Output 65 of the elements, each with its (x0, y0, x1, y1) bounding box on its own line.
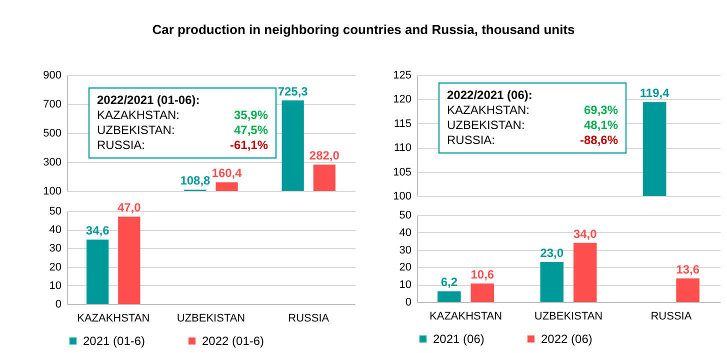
y-tick-label: 500 (43, 128, 62, 140)
y-tick-label: 20 (49, 261, 62, 274)
y-tick-label: 120 (393, 94, 412, 106)
y-tick-label: 300 (43, 156, 62, 168)
y-tick-label: 900 (43, 70, 62, 82)
y-tick-label: 100 (43, 186, 62, 198)
y-tick-label: 0 (55, 298, 62, 310)
x-tick-label: KAZAKHSTAN (430, 310, 502, 322)
y-tick-label: 105 (393, 166, 412, 178)
data-label: 34,6 (86, 224, 110, 238)
annotation: 2022/2021 (06): (447, 88, 532, 102)
annotation: 48,1% (584, 118, 618, 132)
annotation: 47,5% (234, 123, 268, 137)
legend-label: 2021 (01-6) (83, 334, 146, 348)
y-tick-label: 50 (49, 206, 62, 218)
annotation: 2022/2021 (01-06): (97, 93, 200, 107)
x-tick-label: UZBEKISTAN (176, 312, 246, 324)
y-tick-label: 115 (394, 118, 412, 130)
chart-title: Car production in neighboring countries and Russia, thousand units (151, 22, 576, 37)
x-tick-label: RUSSIA (650, 310, 692, 322)
y-tick-label: 40 (399, 226, 412, 239)
data-label: 23,0 (540, 246, 564, 260)
bar (438, 291, 461, 302)
x-tick-label: KAZAKHSTAN (77, 312, 150, 324)
data-label: 6,2 (440, 275, 458, 290)
data-label: 108,8 (180, 174, 211, 188)
annotation: RUSSIA: (447, 133, 496, 147)
data-label: 47,0 (117, 200, 142, 215)
annotation: 35,9% (234, 108, 268, 122)
bar (540, 262, 564, 302)
y-tick-label: 30 (399, 244, 412, 256)
data-label: 725,3 (278, 84, 308, 98)
y-tick-label: 20 (399, 262, 412, 274)
bar (573, 242, 597, 302)
data-label: 282,0 (309, 148, 340, 163)
y-tick-label: 30 (49, 242, 62, 255)
legend-label: 2022 (01-6) (202, 334, 264, 348)
y-tick-label: 10 (399, 279, 412, 292)
legend-label: 2022 (06) (541, 332, 592, 346)
x-tick-label: RUSSIA (288, 312, 330, 324)
y-tick-label: 700 (43, 98, 62, 110)
bar (470, 284, 494, 302)
data-label: 34,0 (573, 226, 598, 241)
annotation: -88,6% (580, 133, 618, 147)
annotation: KAZAKHSTAN: (97, 108, 180, 122)
legend-label: 2021 (06) (433, 332, 484, 346)
annotation: KAZAKHSTAN: (447, 103, 530, 117)
y-tick-label: 110 (394, 142, 412, 154)
bar (676, 278, 700, 302)
annotation: -61,1% (230, 138, 268, 152)
data-label: 119,4 (640, 86, 670, 100)
data-label: 160,4 (212, 166, 242, 180)
x-tick-label: UZBEKISTAN (534, 310, 603, 322)
data-label: 13,6 (676, 262, 700, 276)
y-tick-label: 0 (405, 296, 412, 308)
annotation: UZBEKISTAN: (97, 123, 175, 137)
y-tick-label: 50 (399, 210, 412, 222)
y-tick-label: 100 (393, 190, 412, 202)
y-tick-label: 10 (49, 280, 62, 292)
annotation: 69,3% (584, 103, 618, 117)
y-tick-label: 125 (393, 70, 412, 82)
y-tick-label: 40 (49, 224, 62, 236)
data-label: 10,6 (470, 268, 494, 282)
annotation: RUSSIA: (97, 138, 146, 152)
annotation: UZBEKISTAN: (447, 118, 525, 132)
